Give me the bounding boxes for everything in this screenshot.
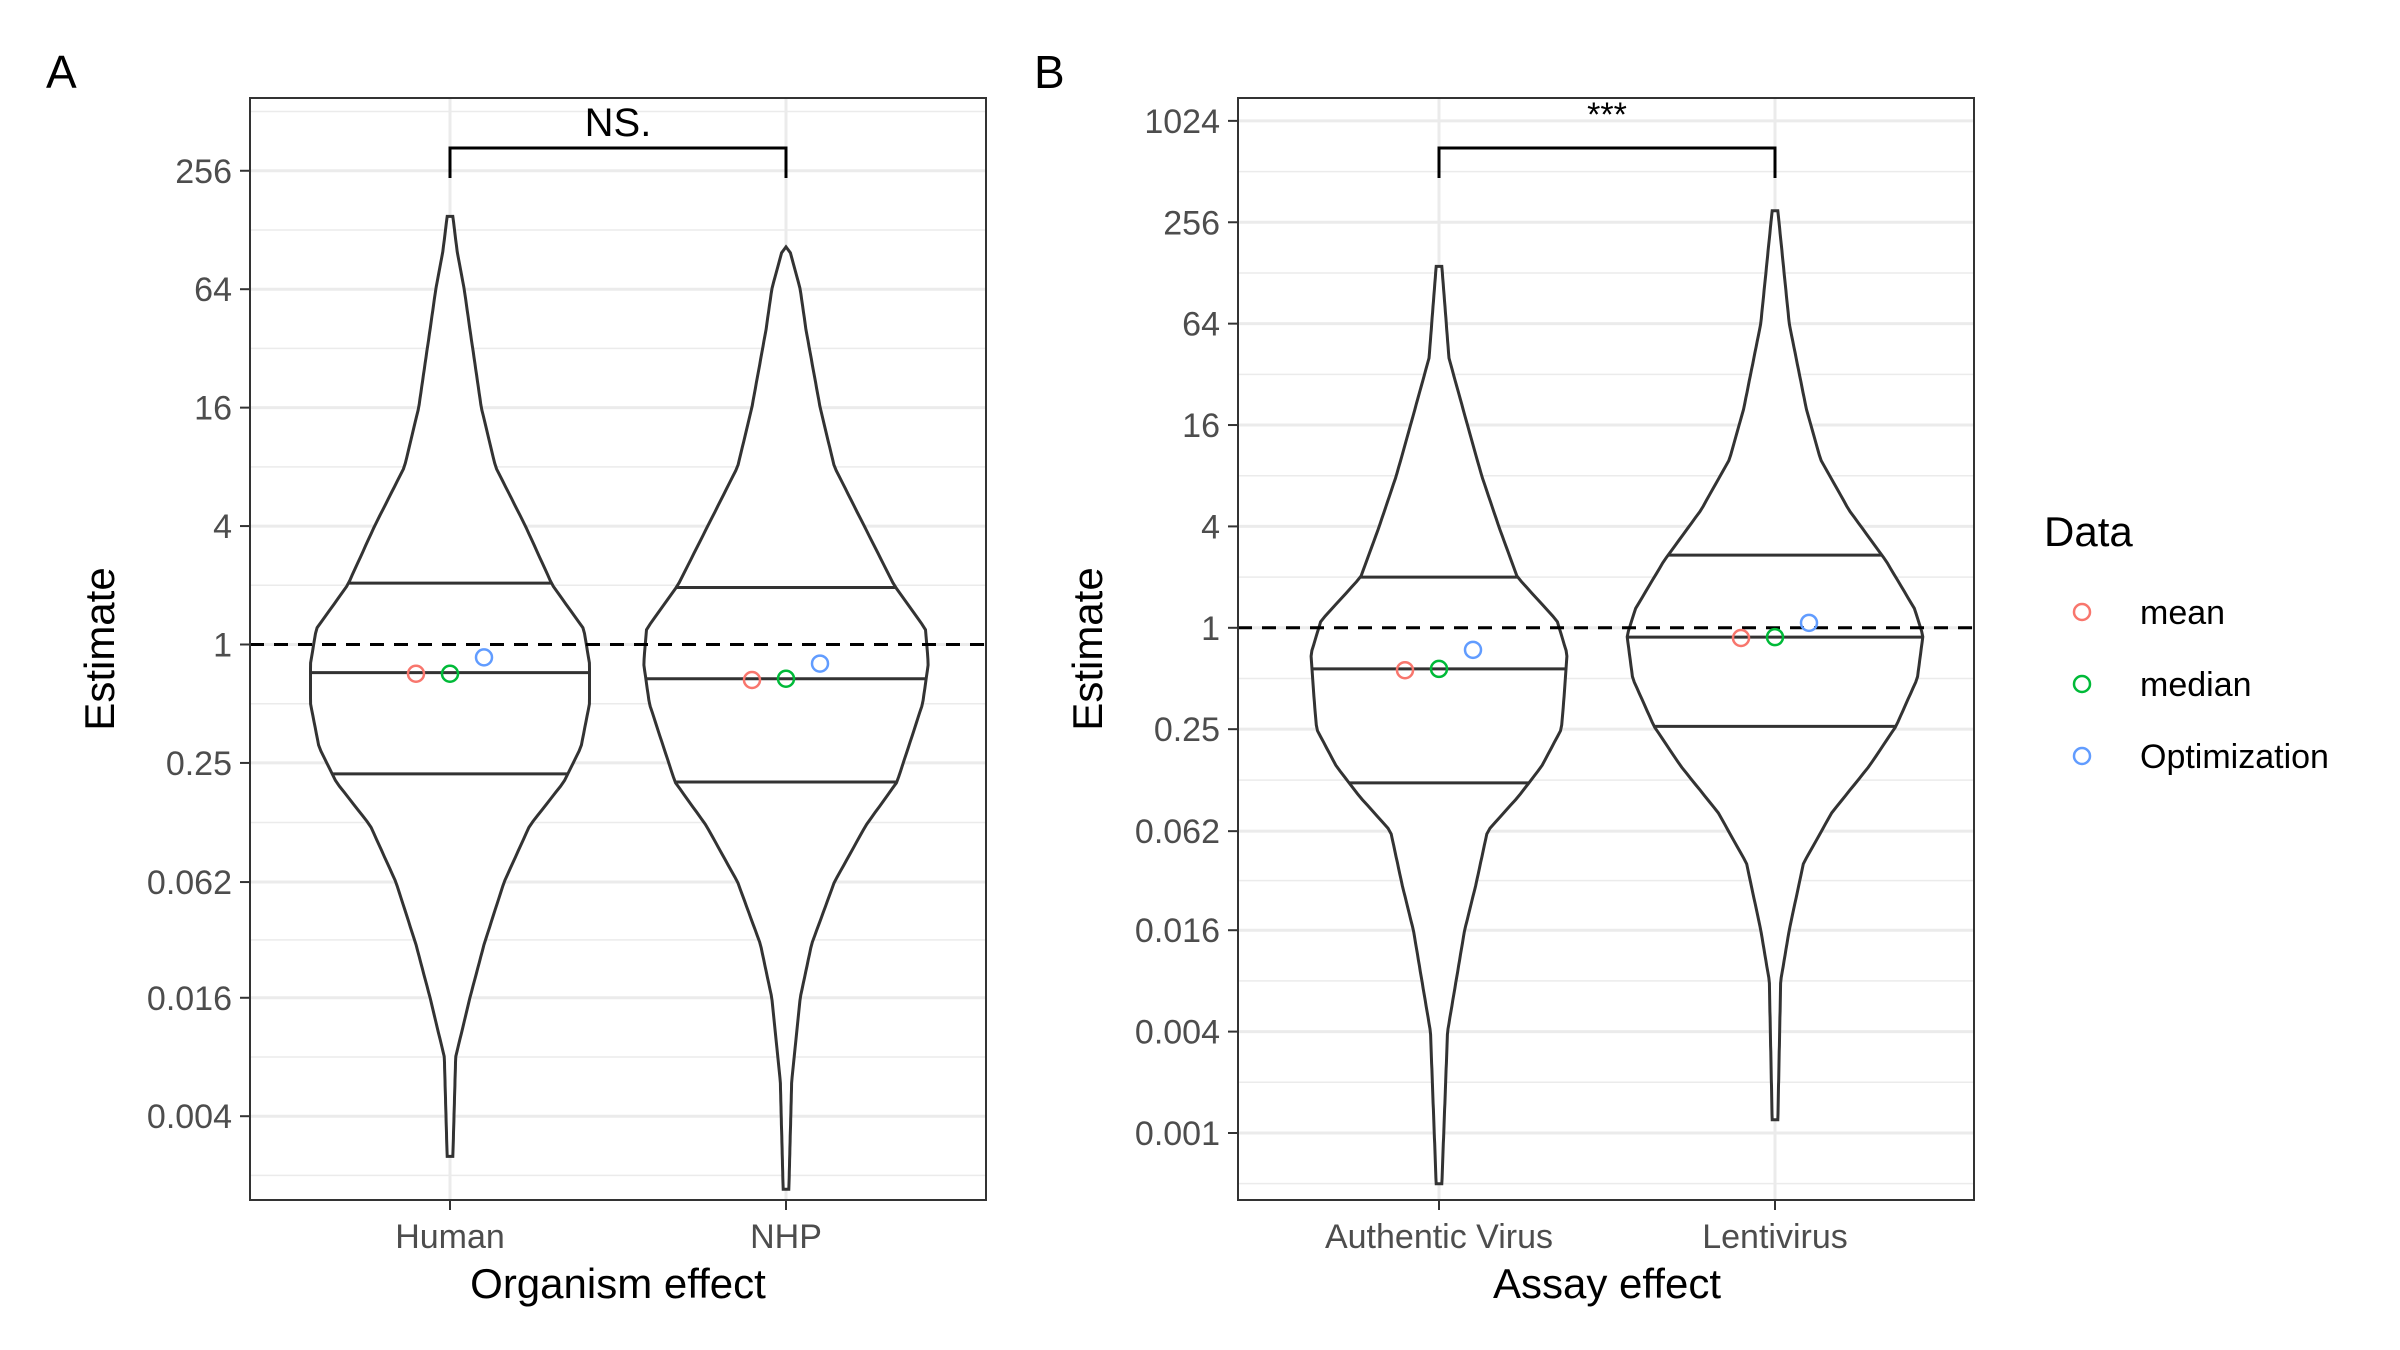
y-tick-label: 4 bbox=[1201, 508, 1220, 546]
point-mean bbox=[742, 670, 762, 690]
legend-title: Data bbox=[2044, 508, 2133, 555]
y-tick-label: 64 bbox=[1182, 306, 1220, 344]
point-median bbox=[1429, 659, 1449, 679]
point-median bbox=[440, 664, 460, 684]
violin bbox=[1625, 209, 1925, 1122]
legend: Data mean median Optimization bbox=[2044, 508, 2329, 776]
y-tick-label: 1024 bbox=[1144, 103, 1220, 141]
y-tick-label: 1 bbox=[213, 626, 232, 664]
point-optimization bbox=[1799, 613, 1819, 633]
x-tick-label: Human bbox=[395, 1218, 505, 1256]
point-optimization bbox=[810, 654, 830, 673]
violin bbox=[309, 214, 591, 1158]
point-optimization bbox=[1463, 640, 1483, 660]
y-tick-label: 1 bbox=[1201, 610, 1220, 648]
y-tick-label: 0.062 bbox=[1135, 813, 1220, 851]
point-mean bbox=[406, 664, 426, 684]
legend-key-optimization bbox=[2072, 746, 2092, 766]
y-axis-ticks: 0.001 0.004 0.016 0.062 0.25 1 4 16 64 256 1024 bbox=[1135, 103, 1238, 1153]
x-axis-title: Organism effect bbox=[470, 1260, 766, 1307]
legend-key-mean bbox=[2072, 602, 2092, 622]
y-tick-label: 0.25 bbox=[166, 745, 232, 783]
y-tick-label: 16 bbox=[1182, 407, 1220, 445]
panel-b: B *** 0.001 0.004 0.016 0.062 0.25 1 4 16 64 256 1… bbox=[1034, 46, 1975, 1307]
y-tick-label: 0.001 bbox=[1135, 1115, 1220, 1153]
point-mean bbox=[1731, 628, 1751, 648]
panel-label: A bbox=[46, 46, 77, 98]
point-median bbox=[776, 669, 796, 688]
y-axis-title: Estimate bbox=[1064, 567, 1111, 730]
x-axis-ticks: Human NHP bbox=[395, 1200, 822, 1256]
point-optimization bbox=[474, 648, 494, 667]
legend-label: mean bbox=[2140, 594, 2225, 632]
plot-border bbox=[249, 97, 987, 1201]
summary-points bbox=[250, 642, 986, 690]
y-tick-label: 4 bbox=[213, 508, 232, 546]
x-tick-label: NHP bbox=[750, 1218, 822, 1256]
y-tick-label: 0.016 bbox=[147, 980, 232, 1018]
significance-label: NS. bbox=[585, 101, 652, 145]
violin bbox=[642, 244, 930, 1191]
panel-a: A NS. 0.004 0.016 0.062 0.25 1 4 16 64 256 Human… bbox=[46, 46, 987, 1307]
plot-border bbox=[1237, 97, 1975, 1201]
violins bbox=[309, 214, 930, 1191]
y-tick-label: 64 bbox=[194, 271, 232, 309]
x-tick-label: Lentivirus bbox=[1702, 1218, 1848, 1256]
significance-bracket bbox=[448, 146, 788, 178]
legend-label: median bbox=[2140, 666, 2252, 704]
y-tick-label: 256 bbox=[1163, 204, 1220, 242]
legend-items: mean median Optimization bbox=[2072, 594, 2329, 776]
y-tick-label: 0.062 bbox=[147, 864, 232, 902]
legend-key-median bbox=[2072, 674, 2092, 694]
x-axis-ticks: Authentic Virus Lentivirus bbox=[1325, 1200, 1848, 1256]
x-axis-title: Assay effect bbox=[1493, 1260, 1721, 1307]
y-axis-title: Estimate bbox=[76, 567, 123, 730]
violins bbox=[1309, 209, 1925, 1186]
y-tick-label: 256 bbox=[175, 153, 232, 191]
summary-points bbox=[1238, 613, 1974, 680]
significance-label: *** bbox=[1587, 96, 1627, 134]
point-median bbox=[1765, 627, 1785, 647]
panel-label: B bbox=[1034, 46, 1065, 98]
violin bbox=[1309, 264, 1569, 1186]
x-tick-label: Authentic Virus bbox=[1325, 1218, 1553, 1256]
bracket-line bbox=[1437, 146, 1777, 178]
y-axis-ticks: 0.004 0.016 0.062 0.25 1 4 16 64 256 bbox=[147, 153, 250, 1136]
y-tick-label: 0.004 bbox=[1135, 1014, 1220, 1052]
y-tick-label: 0.016 bbox=[1135, 912, 1220, 950]
bracket-line bbox=[448, 146, 788, 178]
legend-label: Optimization bbox=[2140, 738, 2329, 776]
y-tick-label: 16 bbox=[194, 390, 232, 428]
y-tick-label: 0.004 bbox=[147, 1098, 232, 1136]
point-mean bbox=[1395, 660, 1415, 680]
significance-bracket bbox=[1437, 146, 1777, 178]
y-tick-label: 0.25 bbox=[1154, 711, 1220, 749]
